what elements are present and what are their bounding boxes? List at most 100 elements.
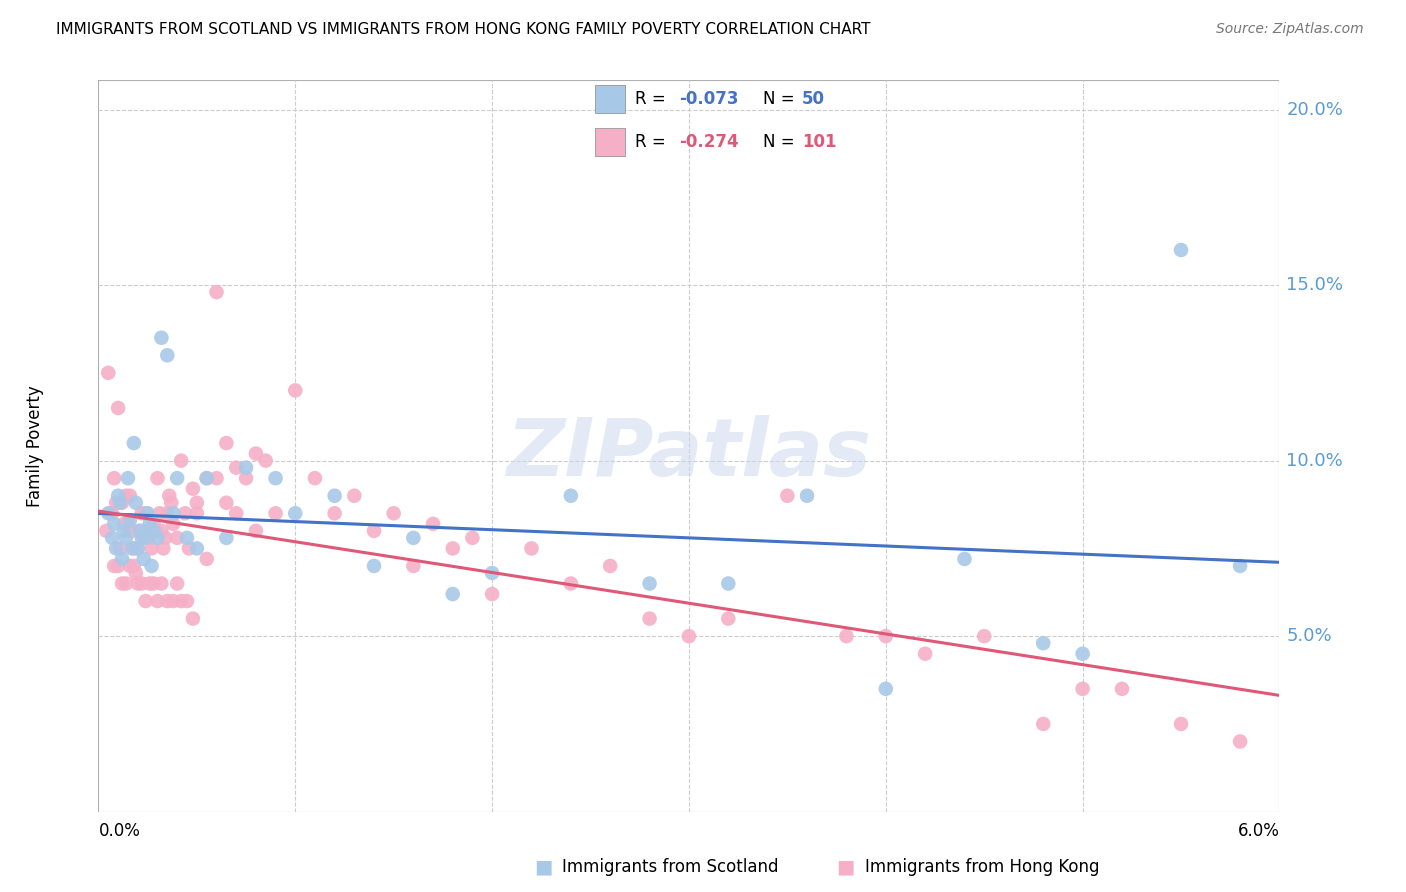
Point (125, 496, 148, 510)
Text: 101: 101 (801, 133, 837, 151)
Point (162, 506, 184, 520)
Point (481, 587, 503, 601)
Point (132, 552, 155, 566)
Point (131, 576, 153, 591)
Point (1229, 734, 1251, 748)
Point (835, 629, 858, 643)
Text: 50: 50 (801, 90, 825, 108)
Point (108, 541, 131, 556)
Point (235, 460, 257, 475)
Point (111, 496, 134, 510)
Point (138, 576, 160, 591)
Point (441, 587, 464, 601)
FancyBboxPatch shape (596, 128, 624, 156)
Point (382, 506, 405, 520)
Point (142, 516, 165, 531)
Point (138, 516, 160, 531)
Point (304, 471, 326, 485)
Point (1071, 681, 1094, 696)
Point (127, 541, 149, 556)
Point (103, 558, 125, 573)
Point (254, 453, 277, 467)
Point (156, 506, 179, 520)
Text: ■: ■ (534, 857, 553, 877)
Point (156, 594, 179, 608)
Point (181, 482, 204, 496)
Point (105, 496, 128, 510)
Point (146, 531, 169, 545)
Point (162, 594, 184, 608)
Point (146, 471, 169, 485)
Point (121, 524, 143, 538)
Point (121, 541, 143, 556)
Point (215, 496, 238, 510)
Point (166, 576, 188, 591)
Point (115, 489, 138, 503)
Point (145, 524, 167, 538)
Point (157, 489, 180, 503)
Point (122, 541, 145, 556)
Point (181, 612, 204, 626)
Point (363, 524, 385, 538)
Text: Source: ZipAtlas.com: Source: ZipAtlas.com (1216, 22, 1364, 37)
Point (101, 506, 124, 520)
Point (914, 647, 936, 661)
Point (112, 524, 135, 538)
Text: Family Poverty: Family Poverty (27, 385, 44, 507)
Point (520, 541, 543, 556)
Point (205, 285, 228, 299)
Point (131, 506, 153, 520)
Point (481, 566, 503, 580)
Point (177, 541, 200, 556)
Point (284, 506, 307, 520)
Point (599, 558, 621, 573)
Point (107, 489, 129, 503)
Point (875, 681, 897, 696)
Text: N =: N = (762, 90, 800, 108)
Point (103, 516, 125, 531)
Point (461, 531, 484, 545)
Point (108, 496, 131, 510)
Point (118, 513, 141, 527)
Point (111, 576, 134, 591)
Point (170, 453, 193, 467)
Point (127, 541, 149, 556)
Point (156, 348, 179, 362)
Point (150, 524, 173, 538)
Point (150, 331, 173, 345)
Point (111, 552, 134, 566)
Point (135, 506, 157, 520)
Point (135, 594, 157, 608)
Point (132, 531, 155, 545)
Point (115, 531, 138, 545)
Text: 10.0%: 10.0% (1286, 451, 1343, 469)
Text: 15.0%: 15.0% (1286, 277, 1344, 294)
Point (141, 558, 163, 573)
Point (1032, 717, 1054, 731)
Point (363, 558, 385, 573)
Point (141, 541, 163, 556)
Point (128, 524, 150, 538)
Point (122, 558, 145, 573)
Text: Immigrants from Scotland: Immigrants from Scotland (562, 858, 779, 876)
Point (146, 594, 169, 608)
Point (115, 576, 138, 591)
Point (560, 489, 582, 503)
Point (638, 576, 661, 591)
Text: 6.0%: 6.0% (1237, 822, 1279, 840)
Point (142, 576, 165, 591)
Point (128, 524, 150, 538)
Text: -0.274: -0.274 (679, 133, 738, 151)
Point (142, 524, 165, 538)
Point (953, 552, 976, 566)
Text: 20.0%: 20.0% (1286, 101, 1343, 119)
Point (1071, 647, 1094, 661)
Point (422, 516, 444, 531)
Point (150, 576, 173, 591)
Point (166, 471, 188, 485)
Point (166, 531, 188, 545)
Point (717, 612, 740, 626)
Point (717, 576, 740, 591)
Point (441, 541, 464, 556)
Point (170, 594, 193, 608)
